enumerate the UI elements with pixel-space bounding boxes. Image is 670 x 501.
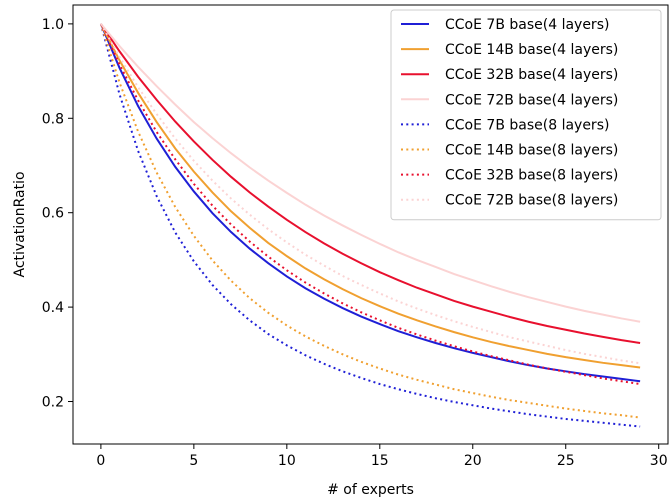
legend-label: CCoE 7B base(8 layers) (445, 117, 609, 133)
legend-label: CCoE 32B base(8 layers) (445, 168, 618, 184)
x-tick-label: 15 (371, 453, 389, 469)
x-tick-label: 25 (557, 453, 575, 469)
x-tick-label: 5 (189, 453, 198, 469)
y-axis-label: ActivationRatio (12, 171, 28, 277)
x-tick-label: 0 (96, 453, 105, 469)
y-tick-label: 0.8 (42, 111, 64, 127)
y-tick-label: 0.2 (42, 395, 64, 411)
legend-label: CCoE 14B base(4 layers) (445, 42, 618, 58)
legend-box (390, 9, 662, 221)
y-tick-label: 1.0 (42, 17, 64, 33)
series-line-7 (99, 23, 641, 386)
legend-label: CCoE 32B base(4 layers) (445, 67, 618, 83)
series-line-5 (99, 23, 641, 428)
y-tick-label: 0.6 (42, 206, 64, 222)
x-axis-ticks: 0 5 10 15 20 25 30 (96, 444, 668, 469)
x-tick-label: 30 (650, 453, 668, 469)
series-line-3 (100, 23, 641, 344)
legend-label: CCoE 72B base(4 layers) (445, 92, 618, 108)
y-tick-label: 0.4 (42, 300, 64, 316)
y-axis-ticks: 0.2 0.4 0.6 0.8 1.0 (42, 17, 73, 411)
plot-frame (72, 4, 669, 445)
x-axis-label: # of experts (327, 482, 414, 498)
legend-label: CCoE 72B base(8 layers) (445, 193, 618, 209)
series-layer (99, 23, 641, 428)
x-tick-label: 10 (278, 453, 296, 469)
series-line-2 (99, 23, 641, 369)
legend-label: CCoE 7B base(4 layers) (445, 17, 609, 33)
x-tick-label: 20 (464, 453, 482, 469)
legend-label: CCoE 14B base(8 layers) (445, 143, 618, 159)
legend: CCoE 7B base(4 layers) CCoE 14B base(4 la… (390, 9, 662, 221)
series-line-4 (100, 23, 641, 323)
series-line-1 (99, 23, 641, 383)
